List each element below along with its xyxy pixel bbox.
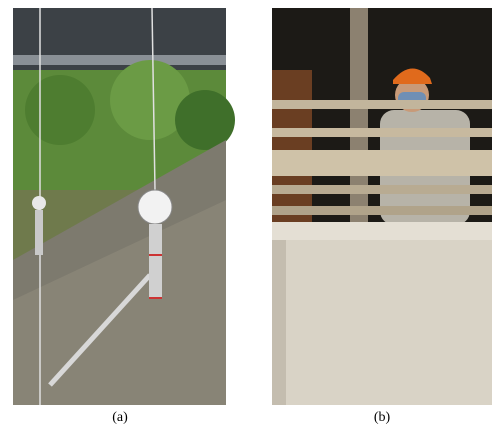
photo-b (272, 8, 492, 405)
photo-a (13, 8, 235, 405)
caption: (b) (374, 410, 391, 425)
figure: (a) (b) (0, 0, 492, 428)
page: (a) (b) (() => { const data = JSON.parse… (0, 0, 492, 428)
caption: (a) (112, 410, 128, 425)
